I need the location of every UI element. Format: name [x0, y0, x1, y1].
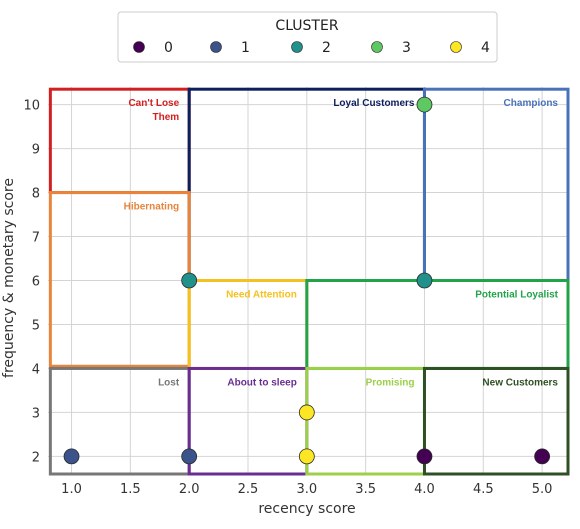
y-tick-label: 2: [32, 450, 40, 465]
segment-label-line: Need Attention: [226, 290, 297, 301]
legend-label: 2: [322, 40, 331, 56]
legend-entries: 0 1 2 3 4: [133, 40, 490, 56]
segment-label-line: New Customers: [482, 377, 558, 388]
segment-label-line: Loyal Customers: [333, 98, 415, 109]
y-tick-label: 4: [32, 362, 40, 377]
x-tick-label: 1.5: [120, 482, 141, 497]
segment-label: Hibernating: [124, 202, 180, 213]
x-tick-label: 4.0: [414, 482, 435, 497]
segment-label: Potential Loyalist: [475, 290, 558, 301]
legend-label: 1: [241, 40, 250, 56]
legend-marker: [450, 41, 462, 53]
data-point: [298, 404, 315, 421]
data-point: [534, 448, 551, 465]
y-axis-label: frequency & monetary score: [1, 178, 17, 378]
segment-label-line: Promising: [366, 377, 415, 388]
legend-marker: [133, 41, 145, 53]
legend-label: 0: [164, 40, 173, 56]
y-tick-label: 9: [32, 143, 40, 158]
segment-label-line: Champions: [504, 98, 559, 109]
y-tick-label: 7: [32, 231, 40, 246]
legend-marker: [210, 41, 222, 53]
segment-label-line: Can't Lose: [128, 98, 179, 109]
scatter-points: [63, 96, 551, 465]
data-point: [416, 96, 433, 113]
legend-title: CLUSTER: [275, 18, 338, 34]
y-tick-label: 3: [32, 406, 40, 421]
segment-box: [422, 87, 570, 282]
segment-label: Promising: [366, 377, 415, 388]
x-axis-ticks: 1.0 1.5 2.0 2.5 3.0 3.5 4.0 4.5 5.0: [61, 482, 552, 497]
x-tick-label: 1.0: [61, 482, 82, 497]
x-tick-label: 3.5: [355, 482, 376, 497]
data-point: [181, 448, 198, 465]
x-tick-label: 5.0: [532, 482, 553, 497]
legend-label: 4: [481, 40, 490, 56]
data-point: [181, 272, 198, 289]
x-tick-label: 2.0: [179, 482, 200, 497]
data-point: [416, 272, 433, 289]
segment-label: Loyal Customers: [333, 98, 415, 109]
segment-label: Need Attention: [226, 290, 297, 301]
x-tick-label: 3.0: [296, 482, 317, 497]
segment-label: About to sleep: [227, 377, 296, 388]
legend: CLUSTER 0 1 2 3 4: [117, 11, 498, 63]
x-axis-label: recency score: [258, 501, 355, 517]
legend-marker: [291, 41, 303, 53]
segment-label: New Customers: [482, 377, 558, 388]
segment-label: Can't Lose Them: [128, 98, 179, 123]
segment-label-line: Potential Loyalist: [475, 290, 558, 301]
segment-label-line: Lost: [158, 377, 180, 388]
data-point: [416, 448, 433, 465]
y-tick-label: 10: [23, 99, 40, 114]
segment-label-line: Hibernating: [124, 202, 180, 213]
y-tick-label: 8: [32, 187, 40, 202]
segment-label-line: Them: [153, 112, 180, 123]
y-axis-ticks: 2 3 4 5 6 7 8 9 10: [23, 99, 40, 466]
x-tick-label: 4.5: [473, 482, 494, 497]
segment-box: [422, 366, 570, 476]
x-tick-label: 2.5: [238, 482, 259, 497]
segment-label-line: About to sleep: [227, 377, 296, 388]
legend-marker: [371, 41, 383, 53]
segment-label: Champions: [504, 98, 559, 109]
data-point: [63, 448, 80, 465]
y-tick-label: 5: [32, 318, 40, 333]
segment-boxes: Can't Lose Them Loyal Customers Champions Hi…: [48, 87, 570, 476]
legend-label: 3: [402, 40, 411, 56]
data-point: [298, 448, 315, 465]
segment-label: Lost: [158, 377, 180, 388]
y-tick-label: 6: [32, 275, 40, 290]
